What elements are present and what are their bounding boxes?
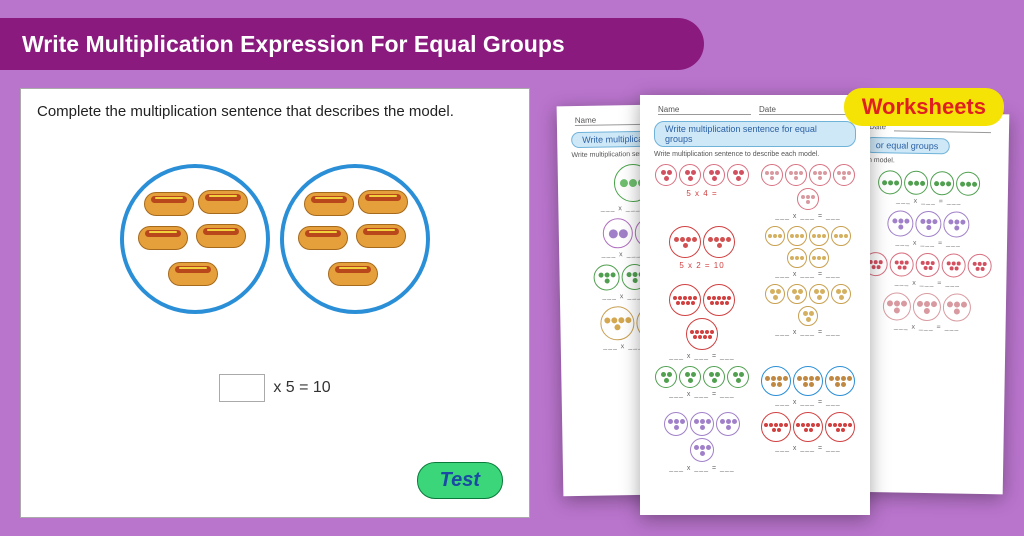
sheet-grid: 5 x 4 =___ x ___ = ___5 x 2 = 10___ x __… — [654, 164, 856, 472]
equation-row: x 5 = 10 — [21, 374, 529, 402]
sheet-title: or equal groups — [865, 137, 950, 154]
model-cell: 5 x 4 = — [654, 164, 750, 220]
sheet-subtitle: Write multiplication sentence to describ… — [654, 151, 856, 158]
title-bar: Write Multiplication Expression For Equa… — [0, 18, 704, 70]
hotdog-icon — [328, 262, 378, 286]
model-groups — [21, 164, 529, 314]
worksheet-preview-2[interactable]: Name Date Write multiplication sentence … — [640, 95, 870, 515]
hotdog-icon — [356, 224, 406, 248]
model-cell: ___ x ___ = ___ — [862, 292, 993, 332]
hotdog-icon — [358, 190, 408, 214]
date-field: Date — [759, 105, 852, 115]
hotdog-icon — [138, 226, 188, 250]
model-cell: ___ x ___ = ___ — [654, 284, 750, 360]
quiz-prompt: Complete the multiplication sentence tha… — [21, 89, 529, 134]
model-cell: ___ x ___ = ___ — [654, 366, 750, 406]
model-cell: 5 x 2 = 10 — [654, 226, 750, 278]
group-2 — [280, 164, 430, 314]
model-cell: ___ x ___ = ___ — [862, 252, 993, 288]
model-cell: ___ x ___ = ___ — [864, 170, 995, 206]
name-field: Name — [658, 105, 751, 115]
model-cell: ___ x ___ = ___ — [760, 284, 856, 360]
model-cell: ___ x ___ = ___ — [863, 210, 994, 248]
multiplier-input[interactable] — [219, 374, 265, 402]
hotdog-icon — [304, 192, 354, 216]
sheet-grid: ___ x ___ = ___ ___ x ___ = ___ ___ x ___ … — [862, 170, 995, 332]
model-cell: ___ x ___ = ___ — [760, 226, 856, 278]
model-cell: ___ x ___ = ___ — [760, 412, 856, 472]
group-1 — [120, 164, 270, 314]
model-cell: ___ x ___ = ___ — [760, 366, 856, 406]
sheet-subtitle: ch model. — [864, 157, 994, 166]
equation-text: x 5 = 10 — [273, 379, 330, 397]
model-cell: ___ x ___ = ___ — [654, 412, 750, 472]
sheet-header: Name Date — [654, 105, 856, 115]
hotdog-icon — [198, 190, 248, 214]
model-cell: ___ x ___ = ___ — [760, 164, 856, 220]
quiz-card: Complete the multiplication sentence tha… — [20, 88, 530, 518]
worksheets-badge: Worksheets — [844, 88, 1004, 126]
page-title: Write Multiplication Expression For Equa… — [22, 31, 565, 58]
hotdog-icon — [168, 262, 218, 286]
hotdog-icon — [196, 224, 246, 248]
hotdog-icon — [298, 226, 348, 250]
sheet-title: Write multiplication sentence for equal … — [654, 121, 856, 147]
test-button[interactable]: Test — [417, 462, 503, 499]
hotdog-icon — [144, 192, 194, 216]
